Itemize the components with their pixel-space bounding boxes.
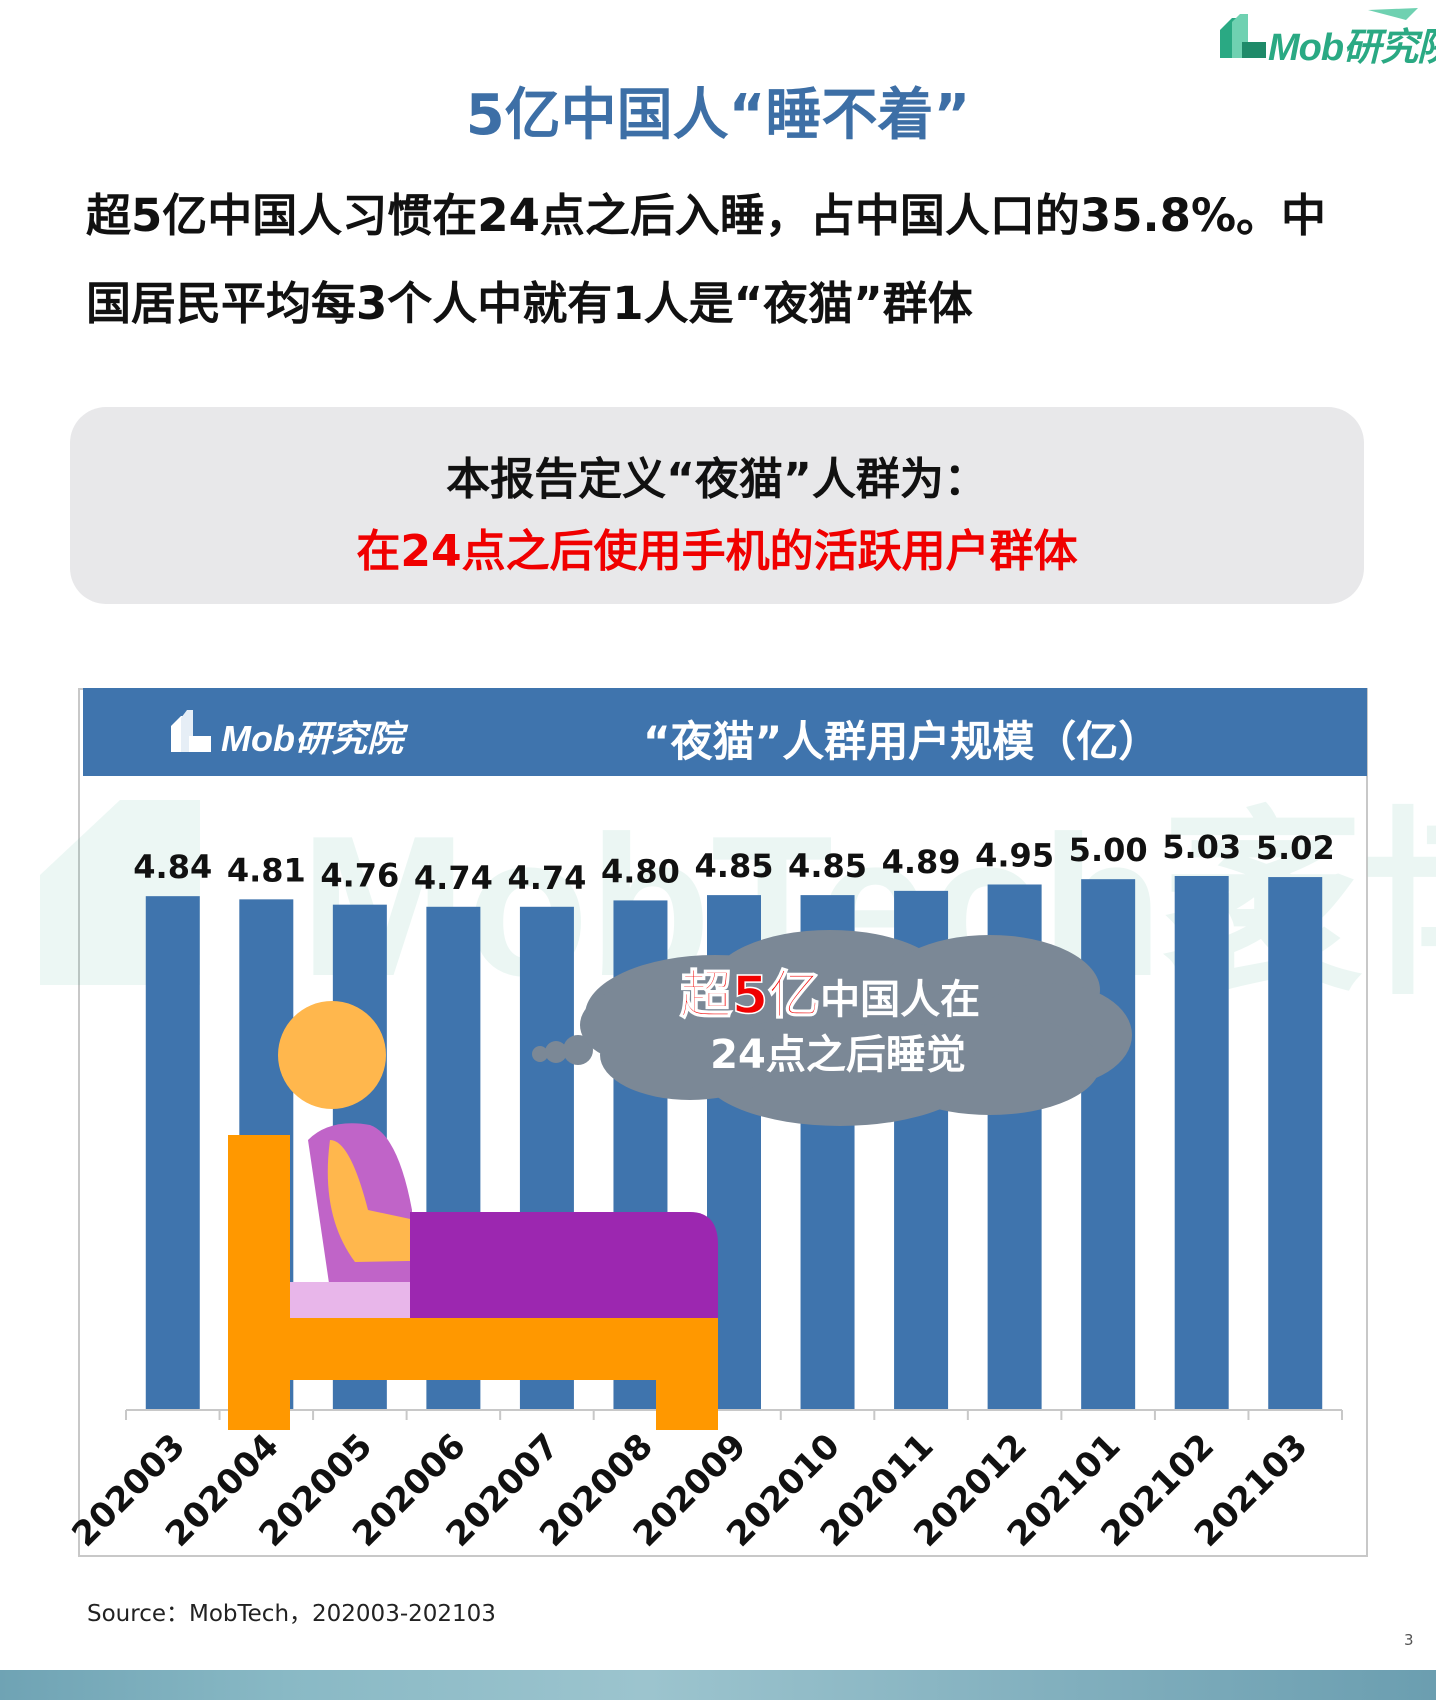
- cloud-text-line2: 24点之后睡觉: [710, 1032, 966, 1078]
- value-label-202006: 4.74: [414, 859, 493, 897]
- intro-line-1: 超5亿中国人习惯在24点之后入睡，占中国人口的35.8%。中: [86, 189, 1327, 242]
- pillow: [290, 1282, 420, 1322]
- value-label-202004: 4.81: [227, 851, 306, 889]
- mob-logo-icon: [1220, 8, 1418, 58]
- value-label-202005: 4.76: [320, 857, 399, 895]
- value-label-202010: 4.85: [788, 847, 867, 885]
- watermark: MobTech袤博: [40, 795, 1436, 1018]
- sleeping-person-illustration: [228, 1001, 718, 1430]
- chart-title: “夜猫”人群用户规模（亿）: [643, 717, 1161, 766]
- intro-paragraph: 超5亿中国人习惯在24点之后入睡，占中国人口的35.8%。中 国居民平均每3个人…: [86, 172, 1386, 348]
- bar-202003: [145, 896, 200, 1410]
- bed-leg: [656, 1375, 718, 1430]
- bar-202102: [1174, 876, 1229, 1410]
- value-label-202009: 4.85: [695, 847, 774, 885]
- cloud-highlight: 超5亿: [680, 966, 820, 1026]
- definition-box: 本报告定义“夜猫”人群为： 在24点之后使用手机的活跃用户群体: [70, 407, 1364, 604]
- value-label-202007: 4.74: [507, 859, 586, 897]
- chart-logo-text: Mob研究院: [221, 718, 403, 759]
- definition-heading: 本报告定义“夜猫”人群为：: [446, 454, 988, 505]
- bar-202103: [1268, 877, 1323, 1410]
- page-title: 5亿中国人“睡不着”: [465, 83, 971, 148]
- chart-header: Mob研究院 “夜猫”人群用户规模（亿）: [83, 688, 1367, 776]
- bed-frame: [228, 1318, 718, 1380]
- value-label-202102: 5.03: [1162, 828, 1241, 866]
- source-note: Source：MobTech，202003-202103: [87, 1601, 496, 1627]
- value-label-202012: 4.95: [975, 836, 1054, 874]
- brand-logo-text: Mob研究院: [1268, 27, 1436, 69]
- blanket: [410, 1212, 718, 1322]
- bed-headboard: [228, 1135, 290, 1430]
- thought-cloud: 超5亿中国人在 24点之后睡觉: [532, 930, 1132, 1126]
- value-label-202008: 4.80: [601, 852, 680, 890]
- cloud-text-rest: 中国人在: [820, 977, 980, 1023]
- person-head: [278, 1001, 386, 1109]
- value-label-202103: 5.02: [1256, 829, 1335, 867]
- bar-202101: [1081, 879, 1136, 1410]
- value-labels: 4.84 4.81 4.76 4.74 4.74 4.80 4.85 4.85 4.89 4.95…: [133, 828, 1334, 897]
- value-label-202003: 4.84: [133, 848, 212, 886]
- x-tick-marks: [125, 1410, 1343, 1420]
- chart-mob-logo-icon: [171, 710, 211, 752]
- definition-text: 在24点之后使用手机的活跃用户群体: [356, 526, 1078, 577]
- value-label-202011: 4.89: [882, 843, 961, 881]
- value-label-202101: 5.00: [1069, 831, 1148, 869]
- x-axis-labels: 2020032020042020052020062020072020082020…: [64, 1426, 1315, 1555]
- page-number: 3: [1404, 1631, 1414, 1649]
- cloud-text-line1: 超5亿中国人在: [680, 966, 980, 1026]
- intro-line-2: 国居民平均每3个人中就有1人是“夜猫”群体: [86, 277, 973, 330]
- footer-bar: [0, 1670, 1436, 1700]
